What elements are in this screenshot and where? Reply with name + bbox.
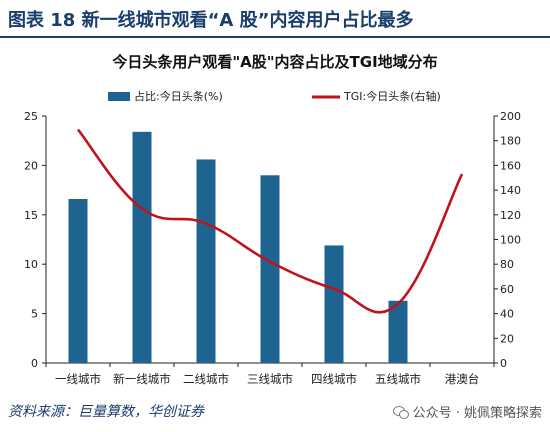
y-right-tick-label: 120 (500, 209, 521, 222)
chart-legend: 占比:今日头条(%) TGI:今日头条(右轴) (108, 89, 441, 103)
wechat-icon (392, 405, 409, 419)
bar (324, 245, 344, 363)
x-tick-label: 二线城市 (183, 372, 229, 386)
bar (196, 159, 216, 363)
figure-title: 图表 18 新一线城市观看“A 股”内容用户占比最多 (8, 10, 414, 31)
bar-series (68, 131, 408, 363)
x-tick-label: 新一线城市 (113, 372, 171, 386)
y-right-tick-label: 160 (500, 159, 521, 172)
figure-header: 图表 18 新一线城市观看“A 股”内容用户占比最多 (0, 0, 550, 38)
x-tick-label: 三线城市 (247, 372, 293, 386)
x-tick-label: 一线城市 (55, 372, 101, 386)
chart-title: 今日头条用户观看"A股"内容占比及TGI地域分布 (112, 53, 438, 71)
y-left-tick-label: 0 (31, 357, 38, 370)
y-left-tick-label: 25 (24, 110, 38, 123)
x-tick-label: 五线城市 (375, 372, 421, 386)
y-right-tick-label: 0 (500, 357, 507, 370)
y-left-tick-label: 20 (24, 159, 38, 172)
bar (260, 175, 280, 363)
y-right-tick-label: 40 (500, 308, 514, 321)
bar (388, 300, 408, 363)
watermark-text: 公众号 · 姚佩策略探索 (412, 406, 542, 421)
legend-bar-swatch (108, 92, 130, 101)
y-left-tick-label: 10 (24, 258, 38, 271)
source-note: 资料来源：巨量算数，华创证券 (8, 404, 204, 420)
y-left-tick-label: 5 (31, 308, 38, 321)
bar (68, 198, 88, 363)
y-right-tick-label: 80 (500, 258, 514, 271)
x-tick-label: 四线城市 (311, 372, 357, 386)
legend-line-label: TGI:今日头条(右轴) (343, 89, 441, 103)
y-right-tick-label: 140 (500, 184, 521, 197)
legend-bar-label: 占比:今日头条(%) (134, 89, 223, 103)
y-right-tick-label: 180 (500, 135, 521, 148)
tgi-line (76, 128, 464, 314)
line-series (76, 128, 464, 314)
bar (132, 131, 152, 363)
y-right-tick-label: 20 (500, 332, 514, 345)
y-right-tick-label: 60 (500, 283, 514, 296)
y-left-tick-label: 15 (24, 209, 38, 222)
watermark: 公众号 · 姚佩策略探索 (392, 402, 542, 421)
y-right-tick-label: 200 (500, 110, 521, 123)
chart-axes: 0 5 10 15 20 25 0 20 40 60 80 100 120 140 160 180 200 一线城… (24, 110, 521, 386)
x-tick-label: 港澳台 (445, 372, 480, 386)
y-right-tick-label: 100 (500, 234, 521, 247)
